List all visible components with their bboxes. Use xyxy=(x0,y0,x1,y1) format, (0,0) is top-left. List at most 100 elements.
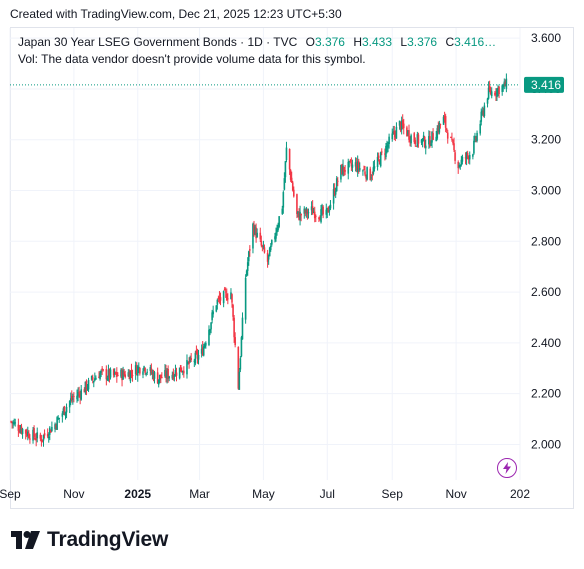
candle xyxy=(475,135,477,143)
candle xyxy=(32,427,34,444)
candle-body xyxy=(420,139,423,143)
candle xyxy=(288,148,291,175)
candle xyxy=(334,187,337,199)
candle-body xyxy=(68,400,71,408)
candle xyxy=(69,392,72,406)
candle-body xyxy=(174,370,177,377)
candle xyxy=(87,377,90,393)
candle-body xyxy=(413,133,416,143)
candle xyxy=(320,204,322,224)
candle xyxy=(282,190,285,214)
candle xyxy=(505,73,508,93)
candle xyxy=(332,183,335,210)
candle xyxy=(261,244,264,252)
candle-body xyxy=(64,411,67,416)
candle-body xyxy=(454,152,456,161)
candle xyxy=(384,148,386,161)
candle xyxy=(112,368,115,378)
x-tick-label: Sep xyxy=(382,487,404,501)
candle-body xyxy=(269,245,272,251)
candle-body xyxy=(410,135,412,144)
candle-body xyxy=(194,352,197,364)
candle xyxy=(232,303,234,321)
candle-body xyxy=(303,208,306,214)
candle-body xyxy=(47,436,50,439)
lightning-bolt-icon[interactable] xyxy=(497,458,517,478)
candle-body xyxy=(430,144,432,146)
candle-body xyxy=(92,380,95,383)
candle xyxy=(482,107,485,118)
candle xyxy=(85,379,88,396)
candle xyxy=(238,367,241,390)
candle xyxy=(392,125,395,135)
candle xyxy=(366,166,368,181)
candle-body xyxy=(313,211,316,219)
candle-body xyxy=(202,346,205,356)
candle xyxy=(344,165,346,176)
candle-body xyxy=(422,135,425,141)
candle-body xyxy=(195,350,198,354)
candle xyxy=(215,305,218,313)
candle xyxy=(218,291,221,304)
candle xyxy=(347,158,350,180)
candle-body xyxy=(216,299,219,305)
candle xyxy=(128,369,131,380)
x-tick-label: 202 xyxy=(510,487,530,501)
candle-body xyxy=(129,370,132,382)
candle-body xyxy=(268,247,271,257)
candle-body xyxy=(172,372,175,380)
candle xyxy=(300,213,302,222)
candle-body xyxy=(234,337,236,346)
candle xyxy=(363,165,365,171)
candle-body xyxy=(450,137,452,139)
candle-body xyxy=(164,369,166,377)
candle xyxy=(222,290,225,308)
candle-body xyxy=(145,373,147,375)
candle-body xyxy=(160,374,162,379)
candle xyxy=(262,240,265,250)
tradingview-logo[interactable]: TradingView xyxy=(11,528,168,552)
candle xyxy=(446,129,449,144)
candle xyxy=(387,141,389,153)
candle xyxy=(76,389,78,403)
candle-body xyxy=(238,371,241,390)
candle-body xyxy=(429,136,431,147)
candle-body xyxy=(127,372,130,377)
candle xyxy=(355,157,358,173)
candle xyxy=(144,367,146,375)
candle-body xyxy=(175,372,178,376)
candle xyxy=(259,227,262,242)
candle-body xyxy=(384,153,386,155)
candle-body xyxy=(322,206,324,215)
candle-body xyxy=(453,143,455,151)
candle xyxy=(313,206,316,223)
candle-body xyxy=(326,208,329,213)
candle-body xyxy=(421,138,424,142)
candle xyxy=(20,423,23,435)
candle xyxy=(464,152,467,165)
candle-body xyxy=(391,133,394,140)
y-tick-label: 3.000 xyxy=(531,184,561,198)
candle-body xyxy=(120,369,122,377)
candle xyxy=(47,432,50,443)
candle xyxy=(101,366,103,375)
candle xyxy=(358,162,361,172)
candle xyxy=(217,295,220,303)
candle xyxy=(233,315,235,343)
candle-body xyxy=(414,140,417,145)
x-tick-label: Nov xyxy=(63,487,84,501)
candle xyxy=(168,375,170,382)
candle xyxy=(400,116,403,135)
grid-lines xyxy=(9,28,521,480)
candle xyxy=(186,354,188,379)
candle-body xyxy=(28,432,30,439)
candle-body xyxy=(457,162,460,169)
candle xyxy=(369,166,372,181)
candle xyxy=(130,363,133,379)
candle xyxy=(494,91,496,97)
candle xyxy=(84,381,87,395)
candle-body xyxy=(417,134,420,144)
candle xyxy=(187,361,189,365)
open-label: O xyxy=(305,35,315,49)
